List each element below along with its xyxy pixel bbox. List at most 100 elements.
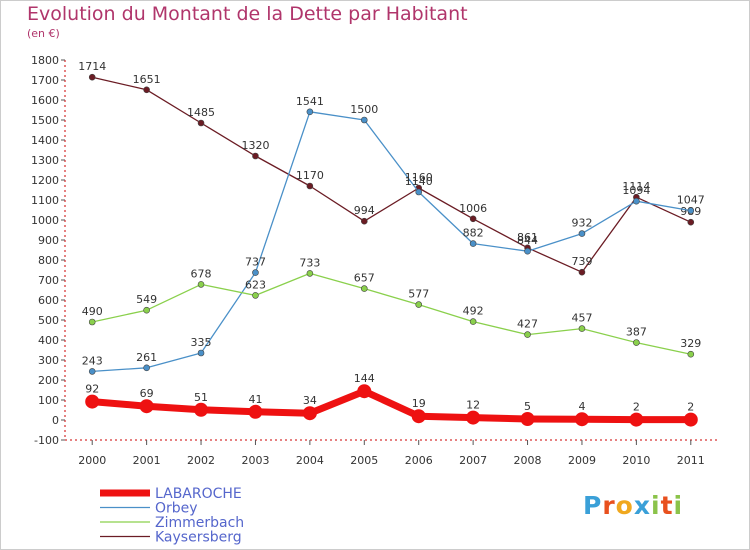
data-label: 1047: [677, 194, 705, 207]
y-tick-label: 400: [38, 334, 59, 347]
data-point: [574, 412, 589, 427]
data-point: [194, 402, 209, 417]
data-label: 737: [245, 256, 266, 269]
x-tick-label: 2010: [622, 454, 650, 467]
y-tick-label: 1100: [31, 194, 59, 207]
data-point: [411, 409, 426, 424]
series-line: [91, 76, 692, 273]
data-point: [415, 301, 423, 308]
brand-logo: Proxiti: [583, 491, 683, 520]
legend-label: Orbey: [155, 501, 198, 517]
data-point: [360, 217, 368, 225]
y-tick-label: -100: [34, 434, 59, 447]
data-label: 549: [136, 293, 157, 306]
data-point: [629, 412, 644, 427]
data-label: 932: [571, 217, 592, 230]
data-point: [252, 292, 259, 299]
y-tick-label: 1000: [31, 214, 59, 227]
data-point: [360, 285, 368, 292]
data-label: 12: [466, 399, 480, 412]
brand-letter: i: [651, 491, 661, 520]
data-label: 387: [626, 326, 647, 339]
data-point: [197, 349, 205, 357]
data-label: 329: [680, 337, 701, 350]
data-point: [520, 412, 535, 426]
y-tick-label: 700: [38, 274, 59, 287]
data-label: 243: [82, 354, 103, 367]
data-label: 657: [354, 272, 375, 285]
y-tick-label: 600: [38, 294, 59, 307]
data-point: [357, 384, 372, 399]
x-tick-label: 2002: [187, 454, 215, 467]
data-label: 882: [463, 227, 484, 240]
data-label: 492: [463, 305, 484, 318]
data-label: 1485: [187, 106, 215, 119]
x-tick-label: 2008: [514, 454, 542, 467]
y-tick-label: 1800: [31, 54, 59, 67]
x-tick-label: 2004: [296, 454, 324, 467]
data-point: [143, 306, 150, 314]
data-label: 1170: [296, 169, 324, 182]
data-point: [88, 318, 96, 326]
chart-title: Evolution du Montant de la Dette par Hab…: [27, 3, 468, 25]
data-point: [633, 339, 640, 346]
x-tick-label: 2001: [133, 454, 161, 467]
y-tick-label: 1600: [31, 94, 59, 107]
y-tick-label: 1500: [31, 114, 59, 127]
data-point: [306, 182, 314, 190]
brand-letter: r: [602, 491, 616, 520]
data-label: 678: [191, 267, 212, 280]
data-point: [306, 270, 314, 277]
data-point: [360, 116, 368, 124]
data-label: 994: [354, 204, 375, 217]
series-line: [91, 272, 692, 355]
data-point: [88, 368, 96, 375]
x-tick-label: 2005: [350, 454, 378, 467]
data-point: [683, 412, 698, 427]
data-point: [469, 215, 477, 223]
data-point: [633, 197, 640, 205]
data-label: 1714: [78, 60, 106, 73]
data-label: 1006: [459, 202, 487, 215]
x-tick-label: 2011: [677, 454, 705, 467]
data-point: [85, 394, 100, 409]
y-tick-label: 1400: [31, 134, 59, 147]
data-point: [306, 108, 314, 116]
brand-letter: P: [583, 491, 603, 520]
data-label: 1651: [133, 73, 161, 86]
x-tick-label: 2003: [241, 454, 269, 467]
y-tick-label: 0: [52, 414, 59, 427]
data-label: 69: [140, 387, 154, 400]
data-point: [248, 404, 263, 419]
data-point: [88, 73, 96, 81]
data-label: 335: [191, 336, 212, 349]
data-point: [197, 119, 205, 127]
brand-letter: x: [633, 491, 651, 520]
data-label: 1160: [405, 171, 433, 184]
y-tick-label: 100: [38, 394, 59, 407]
y-tick-label: 1700: [31, 74, 59, 87]
data-point: [252, 269, 259, 276]
x-tick-label: 2006: [405, 454, 433, 467]
data-label: 1114: [622, 180, 650, 193]
data-label: 19: [412, 397, 426, 410]
x-tick-label: 2009: [568, 454, 596, 467]
data-point: [197, 281, 205, 288]
data-label: 457: [571, 312, 592, 325]
data-label: 427: [517, 318, 538, 331]
data-label: 733: [299, 256, 320, 269]
data-point: [143, 364, 150, 372]
data-point: [139, 399, 154, 414]
data-point: [469, 318, 477, 325]
legend-label: Zimmerbach: [155, 515, 244, 531]
data-label: 261: [136, 351, 157, 364]
series-line: [88, 387, 695, 424]
brand-letter: o: [615, 491, 634, 520]
data-label: 2: [633, 401, 640, 414]
data-point: [524, 247, 531, 255]
data-label: 739: [571, 255, 592, 268]
data-label: 5: [524, 400, 531, 413]
